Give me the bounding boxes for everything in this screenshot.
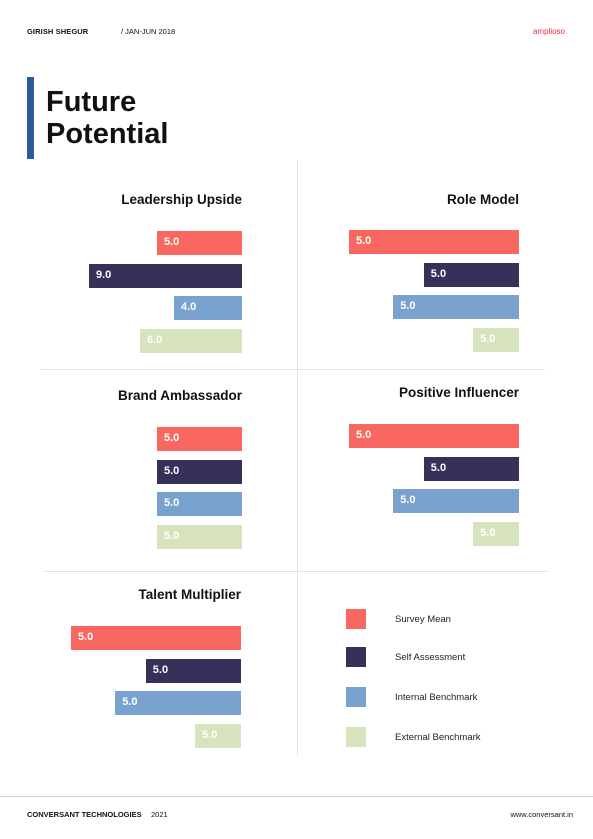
bar-value-label: 5.0 [356,235,372,247]
legend-swatch-survey-mean [346,609,366,629]
brand-logo-text: amplioso [532,27,565,36]
bar-value-label: 9.0 [96,268,112,281]
review-period: / JAN-JUN 2018 [121,27,176,36]
bar-value-label: 5.0 [400,300,416,312]
bar-survey-mean: 5.0 [157,427,242,451]
bar-value-label: 5.0 [480,526,496,539]
chart-title: Brand Ambassador [117,388,242,403]
chart-title: Talent Multiplier [138,587,241,602]
bar-internal-benchmark: 5.0 [115,691,241,715]
footer-company: CONVERSANT TECHNOLOGIES [27,810,142,819]
chart-title: Positive Influencer [398,385,519,400]
footer-divider [0,796,593,797]
bar-value-label: 5.0 [400,494,416,506]
bar-value-label: 5.0 [356,429,372,441]
bar-external-benchmark: 5.0 [473,521,519,546]
bar-value-label: 5.0 [152,663,169,676]
bar-value-label: 5.0 [122,696,138,708]
bar-value-label: 5.0 [430,461,447,474]
bar-value-label: 5.0 [202,728,218,741]
bar-value-label: 5.0 [164,464,180,477]
legend-label-self-assessment: Self Assessment [395,652,466,663]
grid-divider-vertical [297,160,298,756]
bar-external-benchmark: 5.0 [195,723,241,748]
bar-value-label: 5.0 [78,631,94,643]
page-header: GIRISH SHEGUR / JAN-JUN 2018 amplioso [0,27,593,39]
bar-self-assessment: 5.0 [423,456,519,481]
bar-external-benchmark: 5.0 [157,524,242,549]
bar-self-assessment: 5.0 [157,459,242,484]
legend-label-internal-benchmark: Internal Benchmark [395,692,478,703]
bar-value-label: 5.0 [164,236,180,248]
bar-value-label: 5.0 [430,267,447,280]
legend-label-survey-mean: Survey Mean [395,614,451,625]
title-accent-bar [27,77,34,159]
bar-external-benchmark: 5.0 [473,327,519,352]
page-title: Future Potential [46,86,168,150]
bar-external-benchmark: 6.0 [140,328,242,353]
grid-divider-horizontal-2 [43,571,549,572]
page-title-line-1: Future [46,86,137,118]
grid-divider-horizontal-1 [41,369,545,370]
bar-value-label: 5.0 [164,432,180,444]
employee-name: GIRISH SHEGUR [27,27,89,36]
bar-value-label: 5.0 [480,332,496,345]
bar-internal-benchmark: 5.0 [393,295,519,319]
bar-value-label: 6.0 [147,333,163,346]
legend-swatch-external-benchmark [346,727,366,747]
bar-self-assessment: 5.0 [423,262,519,287]
bar-survey-mean: 5.0 [349,230,519,254]
chart-title: Leadership Upside [121,192,242,207]
page-title-line-2: Potential [46,118,169,150]
bar-value-label: 5.0 [164,529,180,542]
bar-self-assessment: 5.0 [145,658,241,683]
bar-value-label: 4.0 [181,301,197,313]
legend-swatch-internal-benchmark [346,687,366,707]
bar-survey-mean: 5.0 [71,626,241,650]
footer-year: 2021 [151,810,168,819]
chart-title: Role Model [446,192,519,207]
bar-survey-mean: 5.0 [157,231,242,255]
bar-survey-mean: 5.0 [349,424,519,448]
bar-internal-benchmark: 4.0 [174,296,242,320]
bar-internal-benchmark: 5.0 [157,492,242,516]
bar-internal-benchmark: 5.0 [393,489,519,513]
legend-label-external-benchmark: External Benchmark [395,732,481,743]
footer-url: www.conversant.in [510,810,573,819]
bar-value-label: 5.0 [164,497,180,509]
bar-self-assessment: 9.0 [89,263,242,288]
legend-swatch-self-assessment [346,647,366,667]
